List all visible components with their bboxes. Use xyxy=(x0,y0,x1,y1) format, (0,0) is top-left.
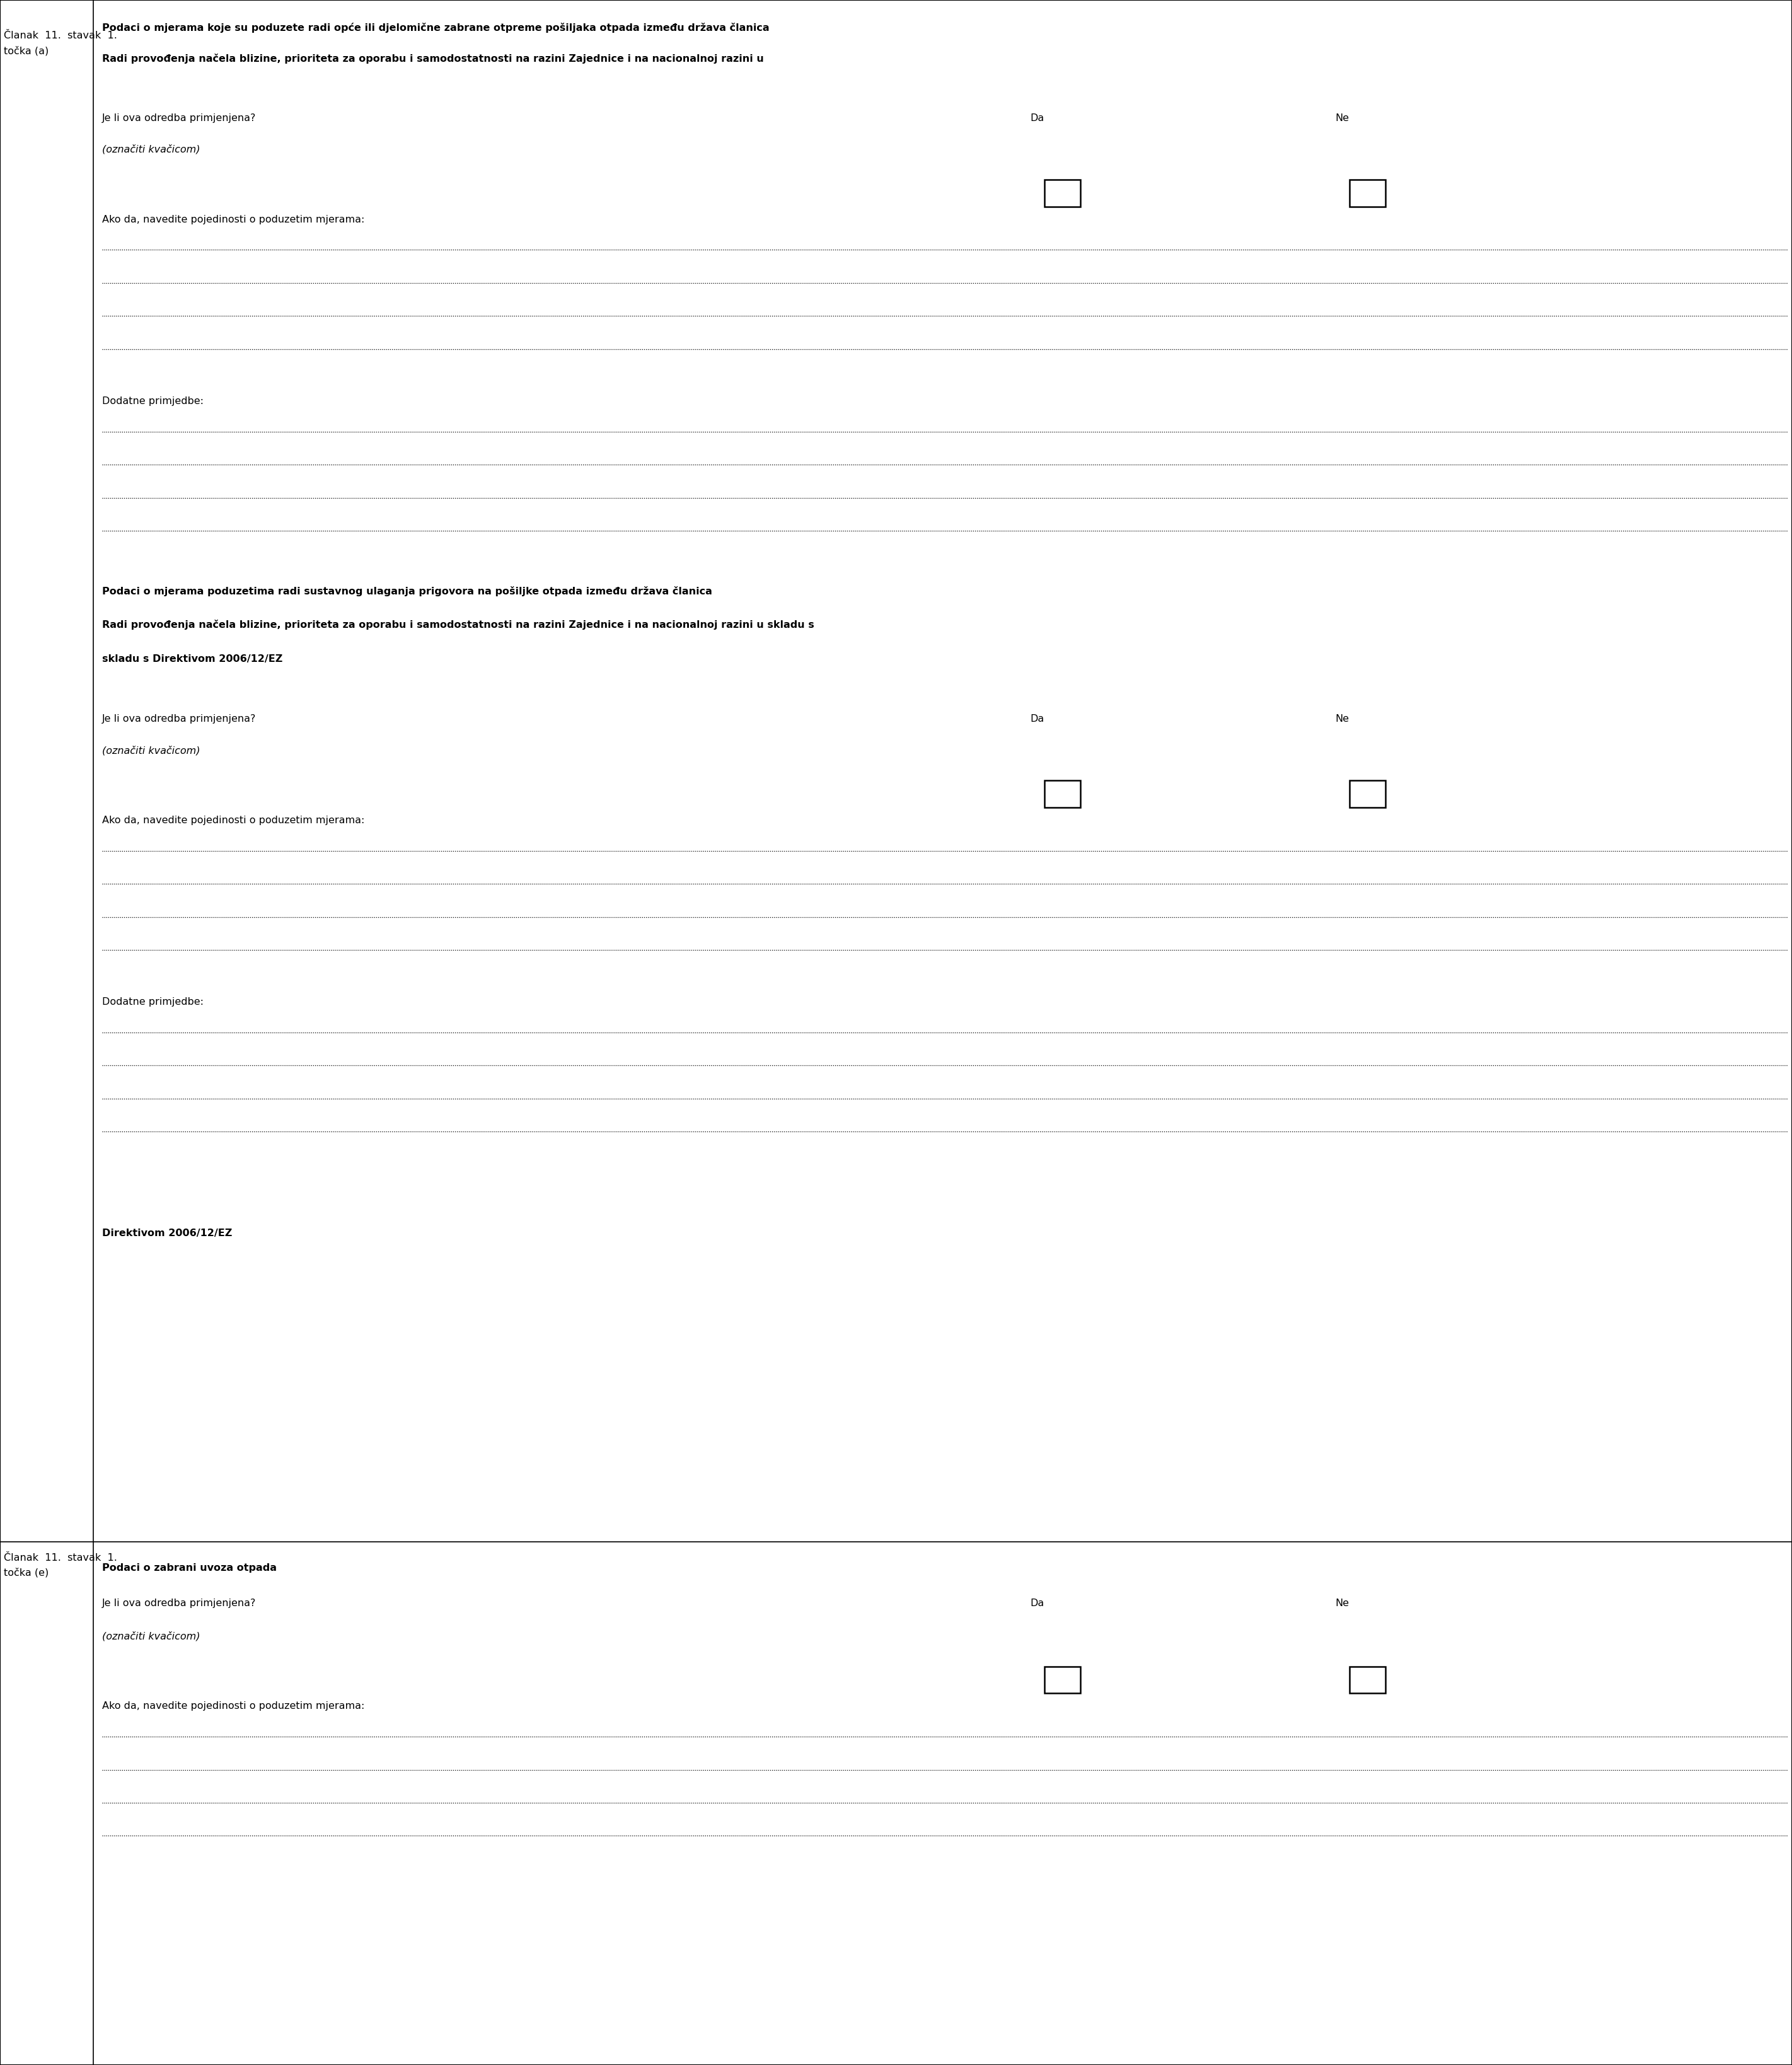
Text: Je li ova odredba primjenjena?: Je li ova odredba primjenjena? xyxy=(102,114,256,124)
Text: skladu s Direktivom 2006/12/EZ: skladu s Direktivom 2006/12/EZ xyxy=(102,655,283,665)
Text: (označiti kvačicom): (označiti kvačicom) xyxy=(102,745,201,756)
Bar xyxy=(1349,1666,1385,1693)
Text: Je li ova odredba primjenjena?: Je li ova odredba primjenjena? xyxy=(102,1598,256,1609)
Bar xyxy=(1349,781,1385,807)
Text: Ako da, navedite pojedinosti o poduzetim mjerama:: Ako da, navedite pojedinosti o poduzetim… xyxy=(102,816,364,826)
Bar xyxy=(1045,1666,1081,1693)
Text: Podaci o zabrani uvoza otpada: Podaci o zabrani uvoza otpada xyxy=(102,1563,276,1574)
Text: Članak  11.  stavak  1.
točka (e): Članak 11. stavak 1. točka (e) xyxy=(4,1553,116,1578)
Text: Ne: Ne xyxy=(1335,114,1349,124)
Text: Podaci o mjerama koje su poduzete radi opće ili djelomične zabrane otpreme pošil: Podaci o mjerama koje su poduzete radi o… xyxy=(102,23,769,33)
Text: Da: Da xyxy=(1030,114,1045,124)
Text: Je li ova odredba primjenjena?: Je li ova odredba primjenjena? xyxy=(102,714,256,725)
Text: Ako da, navedite pojedinosti o poduzetim mjerama:: Ako da, navedite pojedinosti o poduzetim… xyxy=(102,1702,364,1712)
Text: Radi provođenja načela blizine, prioriteta za oporabu i samodostatnosti na razin: Radi provođenja načela blizine, priorite… xyxy=(102,54,763,64)
Text: Ne: Ne xyxy=(1335,714,1349,725)
Text: Podaci o mjerama poduzetima radi sustavnog ulaganja prigovora na pošiljke otpada: Podaci o mjerama poduzetima radi sustavn… xyxy=(102,586,711,597)
Text: Direktivom 2006/12/EZ: Direktivom 2006/12/EZ xyxy=(102,1229,233,1239)
Text: (označiti kvačicom): (označiti kvačicom) xyxy=(102,145,201,155)
Text: Dodatne primjedbe:: Dodatne primjedbe: xyxy=(102,396,204,407)
Bar xyxy=(1349,180,1385,206)
Bar xyxy=(1045,180,1081,206)
Text: Da: Da xyxy=(1030,714,1045,725)
Text: Da: Da xyxy=(1030,1598,1045,1609)
Text: Dodatne primjedbe:: Dodatne primjedbe: xyxy=(102,997,204,1008)
Text: Ne: Ne xyxy=(1335,1598,1349,1609)
Text: (označiti kvačicom): (označiti kvačicom) xyxy=(102,1631,201,1642)
Text: Članak  11.  stavak  1.
točka (a): Članak 11. stavak 1. točka (a) xyxy=(4,31,116,56)
Text: Ako da, navedite pojedinosti o poduzetim mjerama:: Ako da, navedite pojedinosti o poduzetim… xyxy=(102,215,364,225)
Bar xyxy=(1045,781,1081,807)
Text: Radi provođenja načela blizine, prioriteta za oporabu i samodostatnosti na razin: Radi provođenja načela blizine, priorite… xyxy=(102,620,814,630)
